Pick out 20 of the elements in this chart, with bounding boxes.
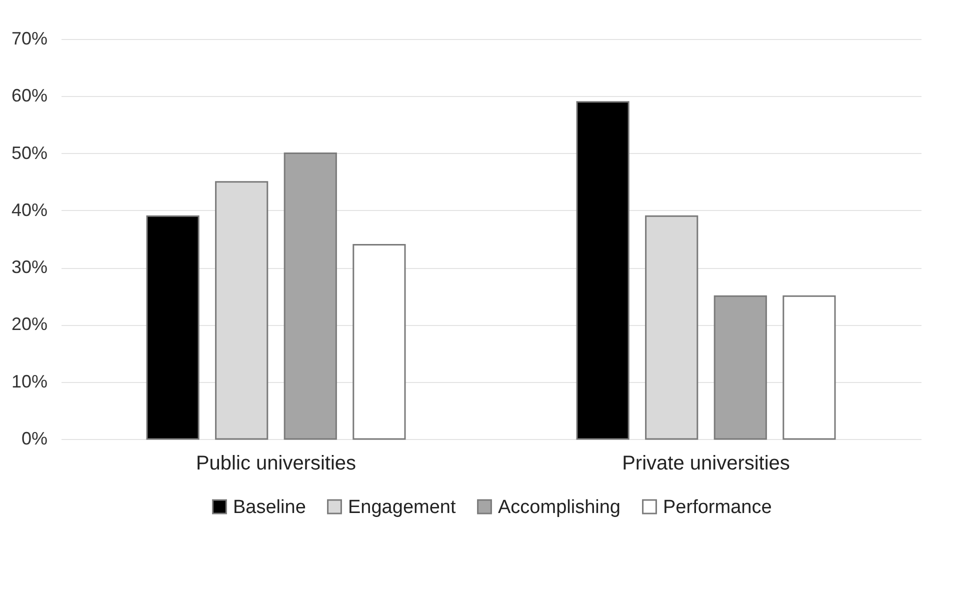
x-tick-label: Public universities [196,452,356,474]
y-tick-label: 70% [11,28,48,48]
legend-label: Accomplishing [498,496,620,518]
x-tick-label: Private universities [622,452,790,474]
y-tick-label: 10% [11,371,48,392]
y-tick-label: 30% [11,257,48,278]
bar [714,295,767,440]
legend-label: Performance [663,496,772,518]
bar [284,152,337,440]
y-tick-label: 40% [11,200,48,220]
bar [352,244,406,440]
y-tick-label: 60% [11,86,48,106]
y-tick-label: 20% [11,314,48,334]
legend-label: Engagement [348,496,456,518]
y-tick-label: 50% [11,142,48,163]
bar [576,101,630,440]
y-tick-label: 0% [21,428,48,448]
legend-label: Baseline [233,496,306,518]
bar [782,295,836,440]
bar [146,215,200,440]
